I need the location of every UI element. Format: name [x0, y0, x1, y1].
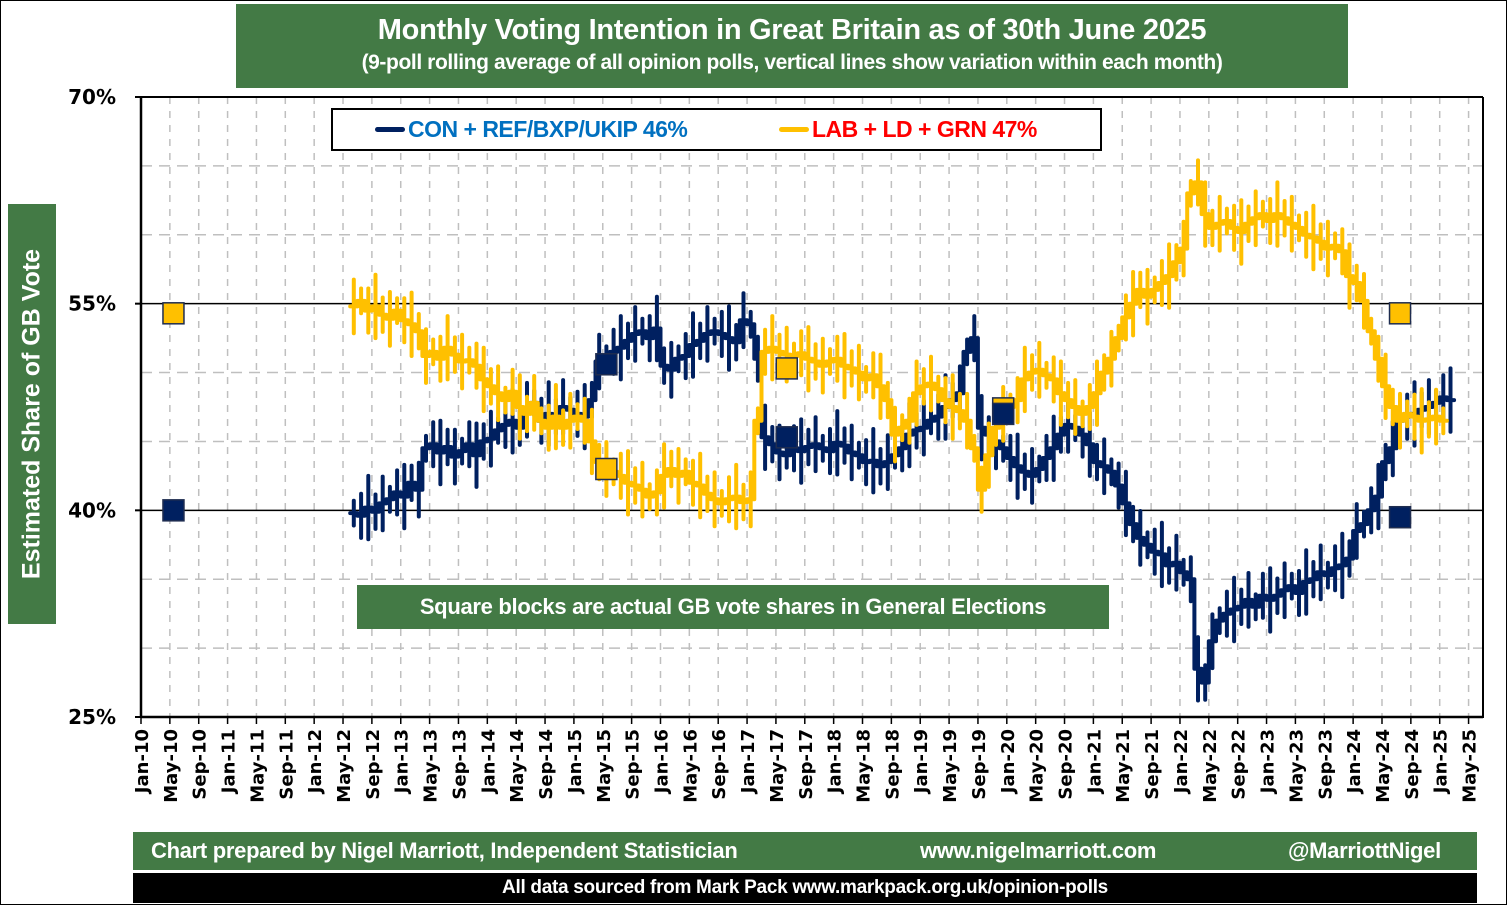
x-tick-label: Sep-11 — [276, 729, 297, 800]
election-marker-right-bloc — [162, 499, 185, 522]
y-axis-ticks: 25% 40% 55% 70% — [68, 85, 141, 729]
x-axis-ticks: Jan-10 May-10 Sep-10 Jan-11 May-11 Sep-11 Jan-… — [132, 717, 1481, 803]
x-tick-label: May-16 — [680, 729, 701, 803]
x-tick-label: May-17 — [767, 729, 788, 803]
x-tick-label: Sep-14 — [536, 729, 557, 800]
y-tick-label: 25% — [68, 705, 116, 729]
x-tick-label: Jan-10 — [132, 729, 153, 795]
x-tick-label: Sep-18 — [882, 729, 903, 800]
chart-subtitle: (9-poll rolling average of all opinion p… — [361, 51, 1223, 74]
x-tick-label: Sep-10 — [190, 729, 211, 800]
legend-swatch-right-bloc — [375, 127, 405, 132]
x-tick-label: May-19 — [940, 729, 961, 803]
x-tick-label: Jan-21 — [1084, 729, 1105, 795]
x-tick-label: Jan-24 — [1344, 729, 1365, 795]
x-tick-label: Sep-12 — [363, 729, 384, 800]
x-tick-label: May-15 — [594, 729, 615, 803]
y-axis-label-box: Estimated Share of GB Vote — [8, 204, 56, 624]
x-tick-label: Sep-16 — [709, 729, 730, 800]
election-marker-left-bloc — [162, 302, 185, 325]
x-tick-label: May-21 — [1113, 729, 1134, 803]
credit-handle: @MarriottNigel — [1288, 838, 1441, 863]
x-tick-label: Jan-12 — [305, 729, 326, 795]
x-tick-label: May-20 — [1027, 729, 1048, 803]
x-tick-label: Jan-14 — [478, 729, 499, 795]
x-tick-label: May-23 — [1286, 729, 1307, 803]
x-tick-label: Jan-13 — [392, 729, 413, 795]
x-tick-label: Sep-20 — [1056, 729, 1077, 800]
x-tick-label: Sep-15 — [623, 729, 644, 800]
legend-label-left-bloc: LAB + LD + GRN 47% — [812, 116, 1037, 142]
x-tick-label: May-25 — [1460, 729, 1481, 803]
x-tick-label: Jan-25 — [1431, 729, 1452, 795]
y-tick-label: 40% — [68, 498, 116, 522]
x-tick-label: May-22 — [1200, 729, 1221, 803]
election-marker-left-bloc — [1388, 302, 1412, 325]
x-tick-label: May-11 — [247, 729, 268, 803]
y-tick-label: 55% — [68, 292, 116, 316]
legend: CON + REF/BXP/UKIP 46% LAB + LD + GRN 47… — [331, 108, 1102, 151]
credit-website: www.nigelmarriott.com — [920, 838, 1157, 863]
x-tick-label: May-10 — [161, 729, 182, 803]
x-tick-label: May-18 — [854, 729, 875, 803]
source-banner: All data sourced from Mark Pack www.mark… — [133, 873, 1477, 903]
x-tick-label: Sep-24 — [1402, 729, 1423, 800]
election-marker-right-bloc — [595, 353, 618, 376]
election-marker-left-bloc — [595, 457, 618, 481]
x-tick-label: May-24 — [1373, 729, 1394, 803]
election-markers — [162, 302, 1412, 529]
x-tick-label: Jan-22 — [1171, 729, 1192, 795]
x-tick-label: Jan-19 — [911, 729, 932, 795]
x-tick-label: May-14 — [507, 729, 528, 803]
legend-item-left-bloc: LAB + LD + GRN 47% — [779, 116, 1037, 143]
x-tick-label: Sep-23 — [1315, 729, 1336, 800]
election-marker-left-bloc — [775, 357, 798, 380]
legend-swatch-left-bloc — [779, 127, 809, 132]
election-note: Square blocks are actual GB vote shares … — [357, 585, 1109, 629]
y-tick-label: 70% — [68, 85, 116, 109]
title-banner: Monthly Voting Intention in Great Britai… — [236, 4, 1348, 88]
x-tick-label: May-12 — [334, 729, 355, 803]
credit-author: Chart prepared by Nigel Marriott, Indepe… — [151, 838, 738, 863]
series-line-left-bloc — [348, 158, 1449, 531]
gridlines — [141, 96, 1483, 718]
election-marker-right-bloc — [775, 426, 798, 449]
x-tick-label: Sep-21 — [1142, 729, 1163, 800]
x-tick-label: Jan-15 — [565, 729, 586, 795]
x-tick-label: Sep-17 — [796, 729, 817, 800]
x-tick-label: Jan-17 — [738, 729, 759, 795]
chart-title: Monthly Voting Intention in Great Britai… — [377, 14, 1207, 46]
x-tick-label: May-13 — [421, 729, 442, 803]
axes — [139, 97, 1484, 719]
credits-banner: Chart prepared by Nigel Marriott, Indepe… — [133, 832, 1477, 870]
legend-item-right-bloc: CON + REF/BXP/UKIP 46% — [375, 116, 688, 143]
x-tick-label: Jan-16 — [651, 729, 672, 795]
x-tick-label: Jan-20 — [998, 729, 1019, 795]
x-tick-label: Jan-11 — [219, 729, 240, 795]
series-lines — [348, 158, 1457, 703]
legend-label-right-bloc: CON + REF/BXP/UKIP 46% — [408, 116, 688, 142]
election-marker-right-bloc — [991, 402, 1015, 426]
x-tick-label: Sep-19 — [969, 729, 990, 800]
x-tick-label: Jan-18 — [825, 729, 846, 795]
x-tick-label: Jan-23 — [1258, 729, 1279, 795]
election-marker-right-bloc — [1388, 505, 1412, 529]
x-tick-label: Sep-22 — [1229, 729, 1250, 800]
x-tick-label: Sep-13 — [449, 729, 470, 800]
